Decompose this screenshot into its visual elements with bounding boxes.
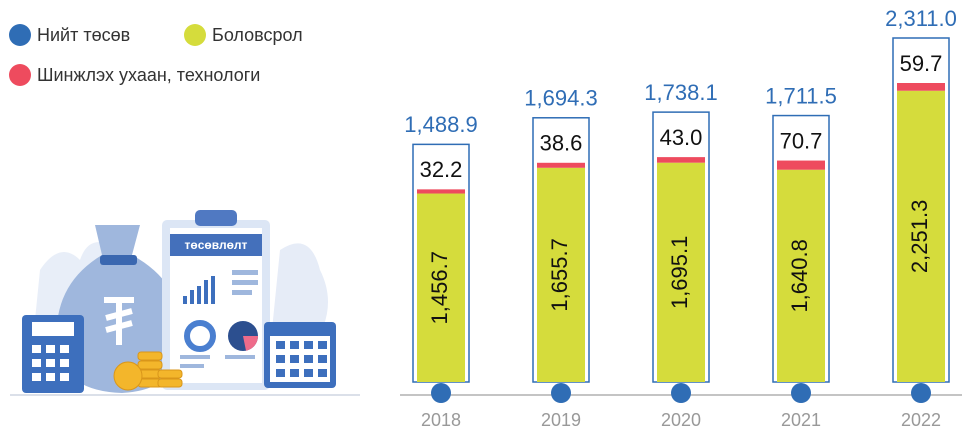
chart: төсөвлөлт Нийт төсөв Боловсрол Шинжлэх уха…: [0, 0, 972, 434]
bag-tie: [100, 255, 137, 265]
bar-segment: [417, 189, 465, 193]
category-dot: [431, 383, 451, 403]
segment-label: 38.6: [540, 131, 583, 156]
legend-label: Шинжлэх ухаан, технологи: [37, 65, 260, 85]
plot: 1,488.9 1,456.7 32.2 2018 1,694.3 1,655.7 38.6…: [400, 6, 962, 430]
total-label: 1,738.1: [644, 80, 717, 105]
segment-label: 2,251.3: [907, 200, 932, 273]
legend: Нийт төсөв Боловсрол Шинжлэх ухаан, технол…: [9, 24, 303, 86]
total-label: 2,311.0: [885, 6, 957, 31]
legend-swatch: [184, 24, 206, 46]
total-label: 1,488.9: [404, 112, 477, 137]
legend-swatch: [9, 64, 31, 86]
total-label: 1,711.5: [765, 83, 837, 108]
clipboard-clip: [195, 210, 237, 226]
bar-segment: [897, 83, 945, 91]
bar-segment: [537, 163, 585, 168]
bar-segment: [777, 161, 825, 170]
segment-label: 1,640.8: [787, 239, 812, 312]
segment-label: 1,695.1: [667, 236, 692, 309]
category-dot: [671, 383, 691, 403]
calc-keys: [32, 345, 69, 381]
legend-label: Боловсрол: [212, 25, 303, 45]
bar-segment: [657, 157, 705, 163]
x-tick-label: 2019: [541, 410, 581, 430]
legend-label: Нийт төсөв: [37, 25, 130, 45]
x-tick-label: 2018: [421, 410, 461, 430]
x-tick-label: 2022: [901, 410, 941, 430]
segment-label: 1,655.7: [547, 238, 572, 311]
category-dot: [551, 383, 571, 403]
segment-label: 59.7: [900, 51, 943, 76]
x-tick-label: 2020: [661, 410, 701, 430]
illustration: төсөвлөлт: [10, 210, 360, 395]
category-dot: [911, 383, 931, 403]
clipboard-title: төсөвлөлт: [185, 238, 248, 252]
segment-label: 32.2: [420, 157, 463, 182]
segment-label: 1,456.7: [427, 251, 452, 324]
calc-screen: [32, 322, 74, 336]
segment-label: 43.0: [660, 125, 703, 150]
category-dot: [791, 383, 811, 403]
legend-swatch: [9, 24, 31, 46]
total-label: 1,694.3: [524, 86, 597, 111]
segment-label: 70.7: [780, 128, 823, 153]
x-tick-label: 2021: [781, 410, 821, 430]
